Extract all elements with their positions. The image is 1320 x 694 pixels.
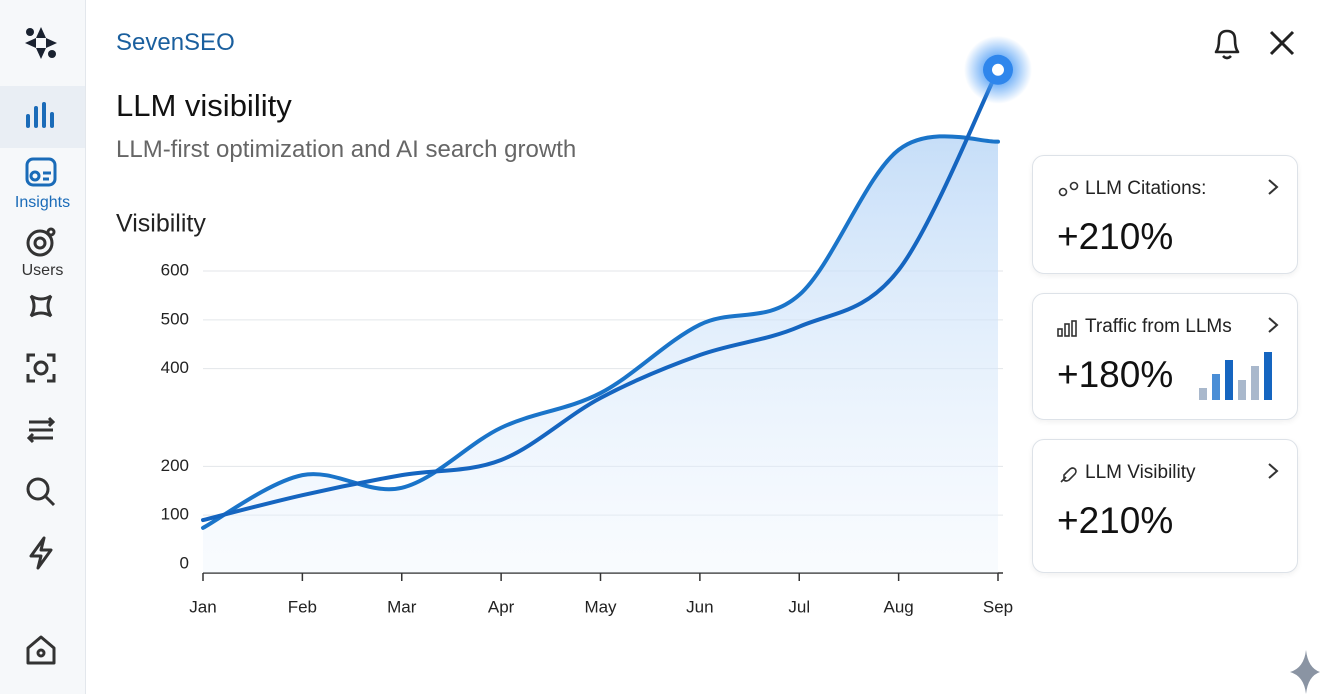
stat-card[interactable]: Traffic from LLMs +180%	[1032, 293, 1298, 420]
x-tick-label: Mar	[387, 597, 417, 616]
nav-users-icon[interactable]	[25, 226, 57, 258]
nav-search-icon[interactable]	[25, 476, 57, 508]
x-tick-label: Aug	[884, 597, 914, 616]
x-tick-label: Jan	[189, 597, 216, 616]
chevron	[1268, 317, 1279, 333]
sidebar: Insights Users	[0, 0, 86, 694]
bell-button[interactable]	[1210, 26, 1244, 62]
nav-icon[interactable]	[27, 536, 55, 570]
y-tick-label: 500	[161, 309, 189, 328]
y-tick-label: 400	[161, 358, 189, 377]
stat-card[interactable]: LLM Citations: +210%	[1032, 155, 1298, 274]
page-title: LLM visibility	[116, 88, 292, 123]
brand: SevenSEO	[116, 29, 235, 56]
y-tick-label: 0	[180, 553, 189, 572]
nav-icon[interactable]	[25, 290, 57, 322]
nav-icon[interactable]	[25, 414, 57, 446]
x-tick-label: May	[584, 597, 617, 616]
nav-insights-icon[interactable]	[25, 157, 57, 187]
nav-icon[interactable]	[25, 352, 57, 384]
area	[203, 136, 998, 574]
card-icon	[1058, 181, 1079, 197]
mini-bars	[1199, 352, 1272, 400]
marker-center	[992, 63, 1004, 76]
card-icon	[1057, 320, 1077, 337]
y-tick-label: 100	[161, 505, 189, 524]
line	[201, 134, 1000, 530]
y-tick-label: 200	[161, 456, 189, 475]
nav-label[interactable]: Users	[21, 262, 64, 279]
y-axis-title: Visibility	[116, 210, 206, 238]
close-button[interactable]	[1268, 29, 1296, 57]
nav-label[interactable]: Insights	[14, 194, 71, 211]
card-value: +180%	[1057, 354, 1174, 395]
card-title: Traffic from LLMs	[1085, 316, 1232, 337]
x-tick-label: Apr	[488, 597, 515, 616]
chevron	[1268, 179, 1279, 195]
line	[201, 67, 1000, 523]
x-tick-label: Feb	[288, 597, 317, 616]
nav-home-icon[interactable]	[25, 634, 57, 666]
card-value: +210%	[1057, 500, 1174, 541]
x-tick-label: Sep	[983, 597, 1013, 616]
x-tick-label: Jun	[686, 597, 713, 616]
x-tick-label: Jul	[788, 597, 810, 616]
sparkle	[1290, 650, 1320, 694]
chevron	[1268, 463, 1279, 479]
logo	[25, 27, 57, 59]
y-tick-label: 600	[161, 260, 189, 279]
stat-card[interactable]: LLM Visibility +210%	[1032, 439, 1298, 573]
card-title: LLM Citations:	[1085, 178, 1207, 199]
nav-chart-icon[interactable]	[24, 100, 58, 130]
page-subtitle: LLM-first optimization and AI search gro…	[116, 136, 577, 163]
card-title: LLM Visibility	[1085, 462, 1196, 483]
card-value: +210%	[1057, 216, 1174, 257]
card-icon	[1060, 467, 1077, 483]
